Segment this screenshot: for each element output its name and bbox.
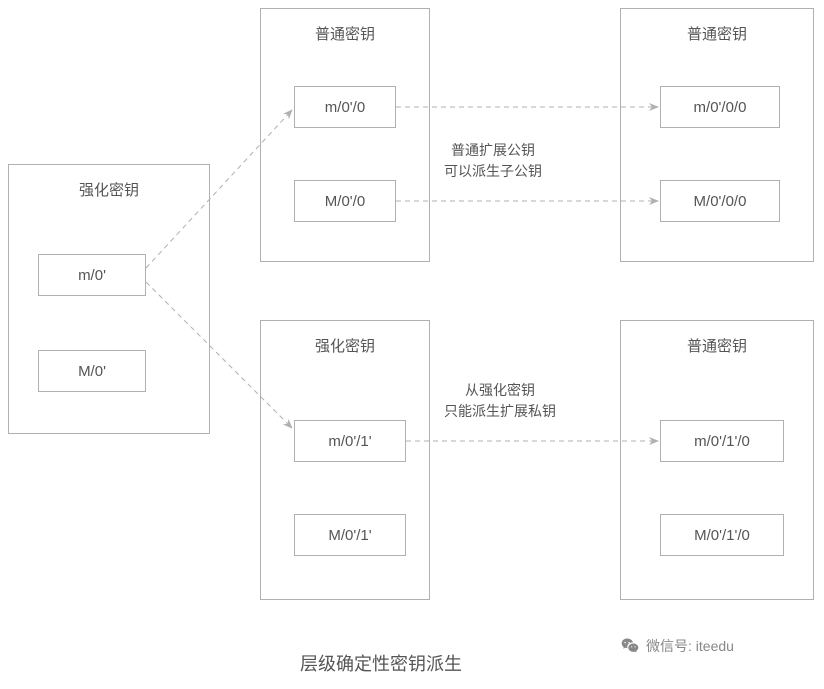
credit-text: 微信号: iteedu <box>646 636 734 656</box>
key-box-M0h-0-0: M/0'/0/0 <box>660 180 780 222</box>
key-label: M/0'/1'/0 <box>694 527 750 544</box>
container-title: 普通密钥 <box>261 23 429 44</box>
key-label: m/0'/0 <box>325 99 365 116</box>
key-box-M0h: M/0' <box>38 350 146 392</box>
container-normal-right-top: 普通密钥 <box>620 8 814 262</box>
key-label: m/0' <box>78 267 106 284</box>
container-title: 强化密钥 <box>9 179 209 200</box>
key-box-M0h-0: M/0'/0 <box>294 180 396 222</box>
key-label: m/0'/0/0 <box>694 99 747 116</box>
key-box-m0h-1h: m/0'/1' <box>294 420 406 462</box>
edge-label-line: 从强化密钥 <box>465 382 535 398</box>
key-label: m/0'/1'/0 <box>694 433 750 450</box>
key-label: M/0' <box>78 363 106 380</box>
diagram-caption: 层级确定性密钥派生 <box>300 650 462 676</box>
edge-label-line: 可以派生子公钥 <box>444 163 542 179</box>
container-hardened-root: 强化密钥 <box>8 164 210 434</box>
container-title: 强化密钥 <box>261 335 429 356</box>
key-box-m0h-1h-0: m/0'/1'/0 <box>660 420 784 462</box>
key-box-M0h-1h: M/0'/1' <box>294 514 406 556</box>
credit: 微信号: iteedu <box>620 636 734 656</box>
key-box-m0h-0: m/0'/0 <box>294 86 396 128</box>
key-label: M/0'/0/0 <box>694 193 747 210</box>
edge-label-bottom: 从强化密钥 只能派生扩展私钥 <box>444 380 556 422</box>
edge-label-top: 普通扩展公钥 可以派生子公钥 <box>444 140 542 182</box>
wechat-icon <box>620 636 640 656</box>
edge-label-line: 只能派生扩展私钥 <box>444 403 556 419</box>
key-box-M0h-1h-0: M/0'/1'/0 <box>660 514 784 556</box>
key-box-m0h: m/0' <box>38 254 146 296</box>
key-label: M/0'/0 <box>325 193 365 210</box>
edge-label-line: 普通扩展公钥 <box>451 142 535 158</box>
key-label: m/0'/1' <box>328 433 371 450</box>
key-label: M/0'/1' <box>328 527 371 544</box>
container-title: 普通密钥 <box>621 335 813 356</box>
container-title: 普通密钥 <box>621 23 813 44</box>
container-normal-mid-top: 普通密钥 <box>260 8 430 262</box>
key-box-m0h-0-0: m/0'/0/0 <box>660 86 780 128</box>
